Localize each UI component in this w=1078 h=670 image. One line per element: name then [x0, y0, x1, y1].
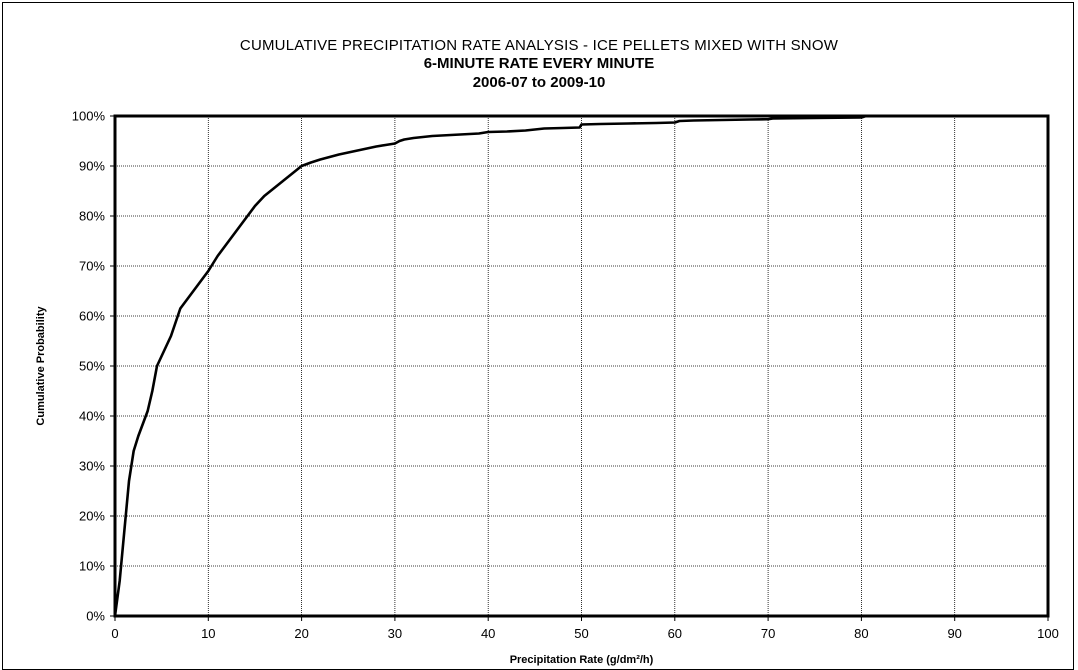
y-tick-label: 0%: [86, 609, 105, 624]
x-tick-label: 40: [481, 626, 495, 641]
y-tick-label: 100%: [72, 109, 106, 124]
axis-ticks: 0 10 20 30 40 50 60 70 80 90 100 0% 10% 20% 30% 40% 50% 6…: [72, 109, 1059, 642]
chart-subtitle: 6-MINUTE RATE EVERY MINUTE: [423, 55, 655, 72]
x-axis-title: Precipitation Rate (g/dm²/h): [510, 654, 654, 666]
chart-period: 2006-07 to 2009-10: [472, 74, 606, 91]
x-tick-label: 20: [294, 626, 308, 641]
x-tick-label: 10: [201, 626, 215, 641]
y-tick-label: 70%: [79, 259, 105, 274]
grid-lines: [115, 116, 1048, 616]
x-tick-label: 60: [668, 626, 682, 641]
x-tick-label: 0: [111, 626, 118, 641]
y-tick-label: 80%: [79, 209, 105, 224]
y-tick-label: 60%: [79, 309, 105, 324]
x-tick-label: 70: [761, 626, 775, 641]
y-tick-label: 40%: [79, 409, 105, 424]
chart-title: CUMULATIVE PRECIPITATION RATE ANALYSIS -…: [239, 37, 839, 54]
x-tick-label: 90: [947, 626, 961, 641]
y-tick-label: 50%: [79, 359, 105, 374]
data-series: [113, 114, 881, 617]
y-tick-label: 90%: [79, 159, 105, 174]
chart-title-block: CUMULATIVE PRECIPITATION RATE ANALYSIS -…: [0, 36, 1078, 92]
y-tick-label: 10%: [79, 559, 105, 574]
y-tick-label: 30%: [79, 459, 105, 474]
y-tick-label: 20%: [79, 509, 105, 524]
x-tick-label: 50: [574, 626, 588, 641]
x-tick-label: 100: [1037, 626, 1059, 641]
y-axis-title: Cumulative Probability: [35, 306, 47, 426]
x-tick-label: 80: [854, 626, 868, 641]
cumulative-probability-line: [113, 114, 881, 617]
x-tick-label: 30: [388, 626, 402, 641]
